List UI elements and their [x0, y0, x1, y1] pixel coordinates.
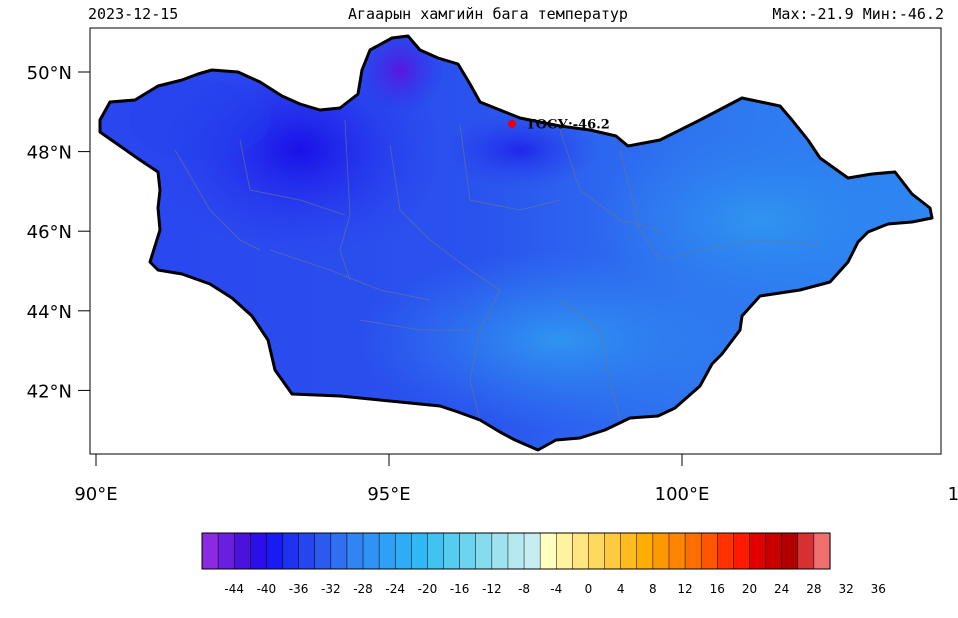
colorbar-swatch [346, 532, 364, 570]
colorbar-label: -32 [321, 582, 341, 596]
colorbar-swatch [572, 532, 590, 570]
colorbar-swatch [217, 532, 235, 570]
colorbar-swatch [556, 532, 573, 570]
colorbar-swatch [250, 532, 267, 570]
colorbar-swatch [765, 532, 783, 570]
colorbar-label: -16 [450, 582, 470, 596]
map-title: Агаарын хамгийн бага температур [348, 5, 628, 23]
colorbar-label: 36 [871, 582, 886, 596]
lon-tick-label: 90°E [74, 484, 117, 505]
colorbar-swatch [668, 532, 686, 570]
station-dot [508, 119, 517, 128]
country-border [98, 34, 934, 452]
colorbar-swatch [620, 532, 638, 570]
colorbar-swatch [266, 532, 284, 570]
colorbar-label: -4 [550, 582, 562, 596]
colorbar-label: -36 [289, 582, 309, 596]
lat-tick-label: 48°N [27, 143, 72, 164]
lon-tick-label: 105°E [948, 484, 958, 505]
colorbar-swatch [717, 532, 734, 570]
lat-tick-label: 44°N [27, 302, 72, 323]
station-markers: ТОСУ:-46.2АЛТАНШИРЭЭ:-21.9САЙНШАНД:-21.9… [508, 118, 610, 133]
colorbar-label: 0 [585, 582, 593, 596]
colorbar-swatch [233, 532, 251, 570]
colorbar-swatch [507, 532, 525, 570]
colorbar-swatch [700, 532, 718, 570]
colorbar-swatch [475, 532, 493, 570]
colorbar-swatch [443, 532, 461, 570]
map-date: 2023-12-15 [88, 5, 179, 23]
colorbar-label: -12 [482, 582, 502, 596]
colorbar-swatch [411, 532, 428, 570]
colorbar-label: -28 [353, 582, 373, 596]
lon-tick-label: 100°E [655, 484, 710, 505]
colorbar-swatch [781, 532, 799, 570]
colorbar-swatch [636, 532, 654, 570]
colorbar-swatch [427, 532, 445, 570]
colorbar-swatch [201, 532, 219, 570]
colorbar-label: 24 [774, 582, 789, 596]
colorbar-label: 32 [838, 582, 853, 596]
colorbar-swatch [588, 532, 606, 570]
colorbar-swatch [684, 532, 702, 570]
colorbar-label: -40 [257, 582, 277, 596]
colorbar-swatch [491, 532, 509, 570]
colorbar-swatch [378, 532, 396, 570]
colorbar-label: 16 [710, 582, 725, 596]
colorbar-swatch [604, 532, 622, 570]
lat-tick-label: 50°N [27, 63, 72, 84]
colorbar-swatch [652, 532, 670, 570]
colorbar-label: -8 [518, 582, 530, 596]
latitude-axis: 50°N 48°N 46°N 44°N 42°N [27, 63, 90, 402]
colorbar-swatch [362, 532, 380, 570]
lon-tick-label: 95°E [367, 484, 410, 505]
lat-tick-label: 42°N [27, 381, 72, 402]
max-min-readout: Max:-21.9 Мин:-46.2 [772, 5, 944, 23]
colorbar-label: 28 [806, 582, 821, 596]
colorbar-swatch [298, 532, 316, 570]
province-boundaries [174, 119, 821, 421]
colorbar-label: -24 [385, 582, 405, 596]
colorbar-swatch [797, 532, 815, 570]
colorbar-label: -44 [224, 582, 244, 596]
colorbar-swatch [330, 532, 348, 570]
colorbar-label: 4 [617, 582, 625, 596]
colorbar-swatch [394, 532, 412, 570]
colorbar-label: 12 [677, 582, 692, 596]
colorbar-swatch [282, 532, 300, 570]
colorbar-label: 20 [742, 582, 757, 596]
colorbar-label: 8 [649, 582, 657, 596]
lat-tick-label: 46°N [27, 222, 72, 243]
colorbar-swatch [733, 532, 751, 570]
colorbar-label: -20 [418, 582, 438, 596]
colorbar-swatch [813, 532, 831, 570]
colorbar-swatch [539, 532, 557, 570]
colorbar-swatch [459, 532, 477, 570]
station-label: ТОСУ:-46.2 [526, 118, 610, 133]
colorbar-swatch [749, 532, 767, 570]
colorbar: -44 -40 -36 -32 -28 -24 -20 -16 -12 -8 -4 0 4 8 12 16 20… [201, 532, 886, 596]
colorbar-swatch [314, 532, 332, 570]
colorbar-swatch [523, 532, 541, 570]
